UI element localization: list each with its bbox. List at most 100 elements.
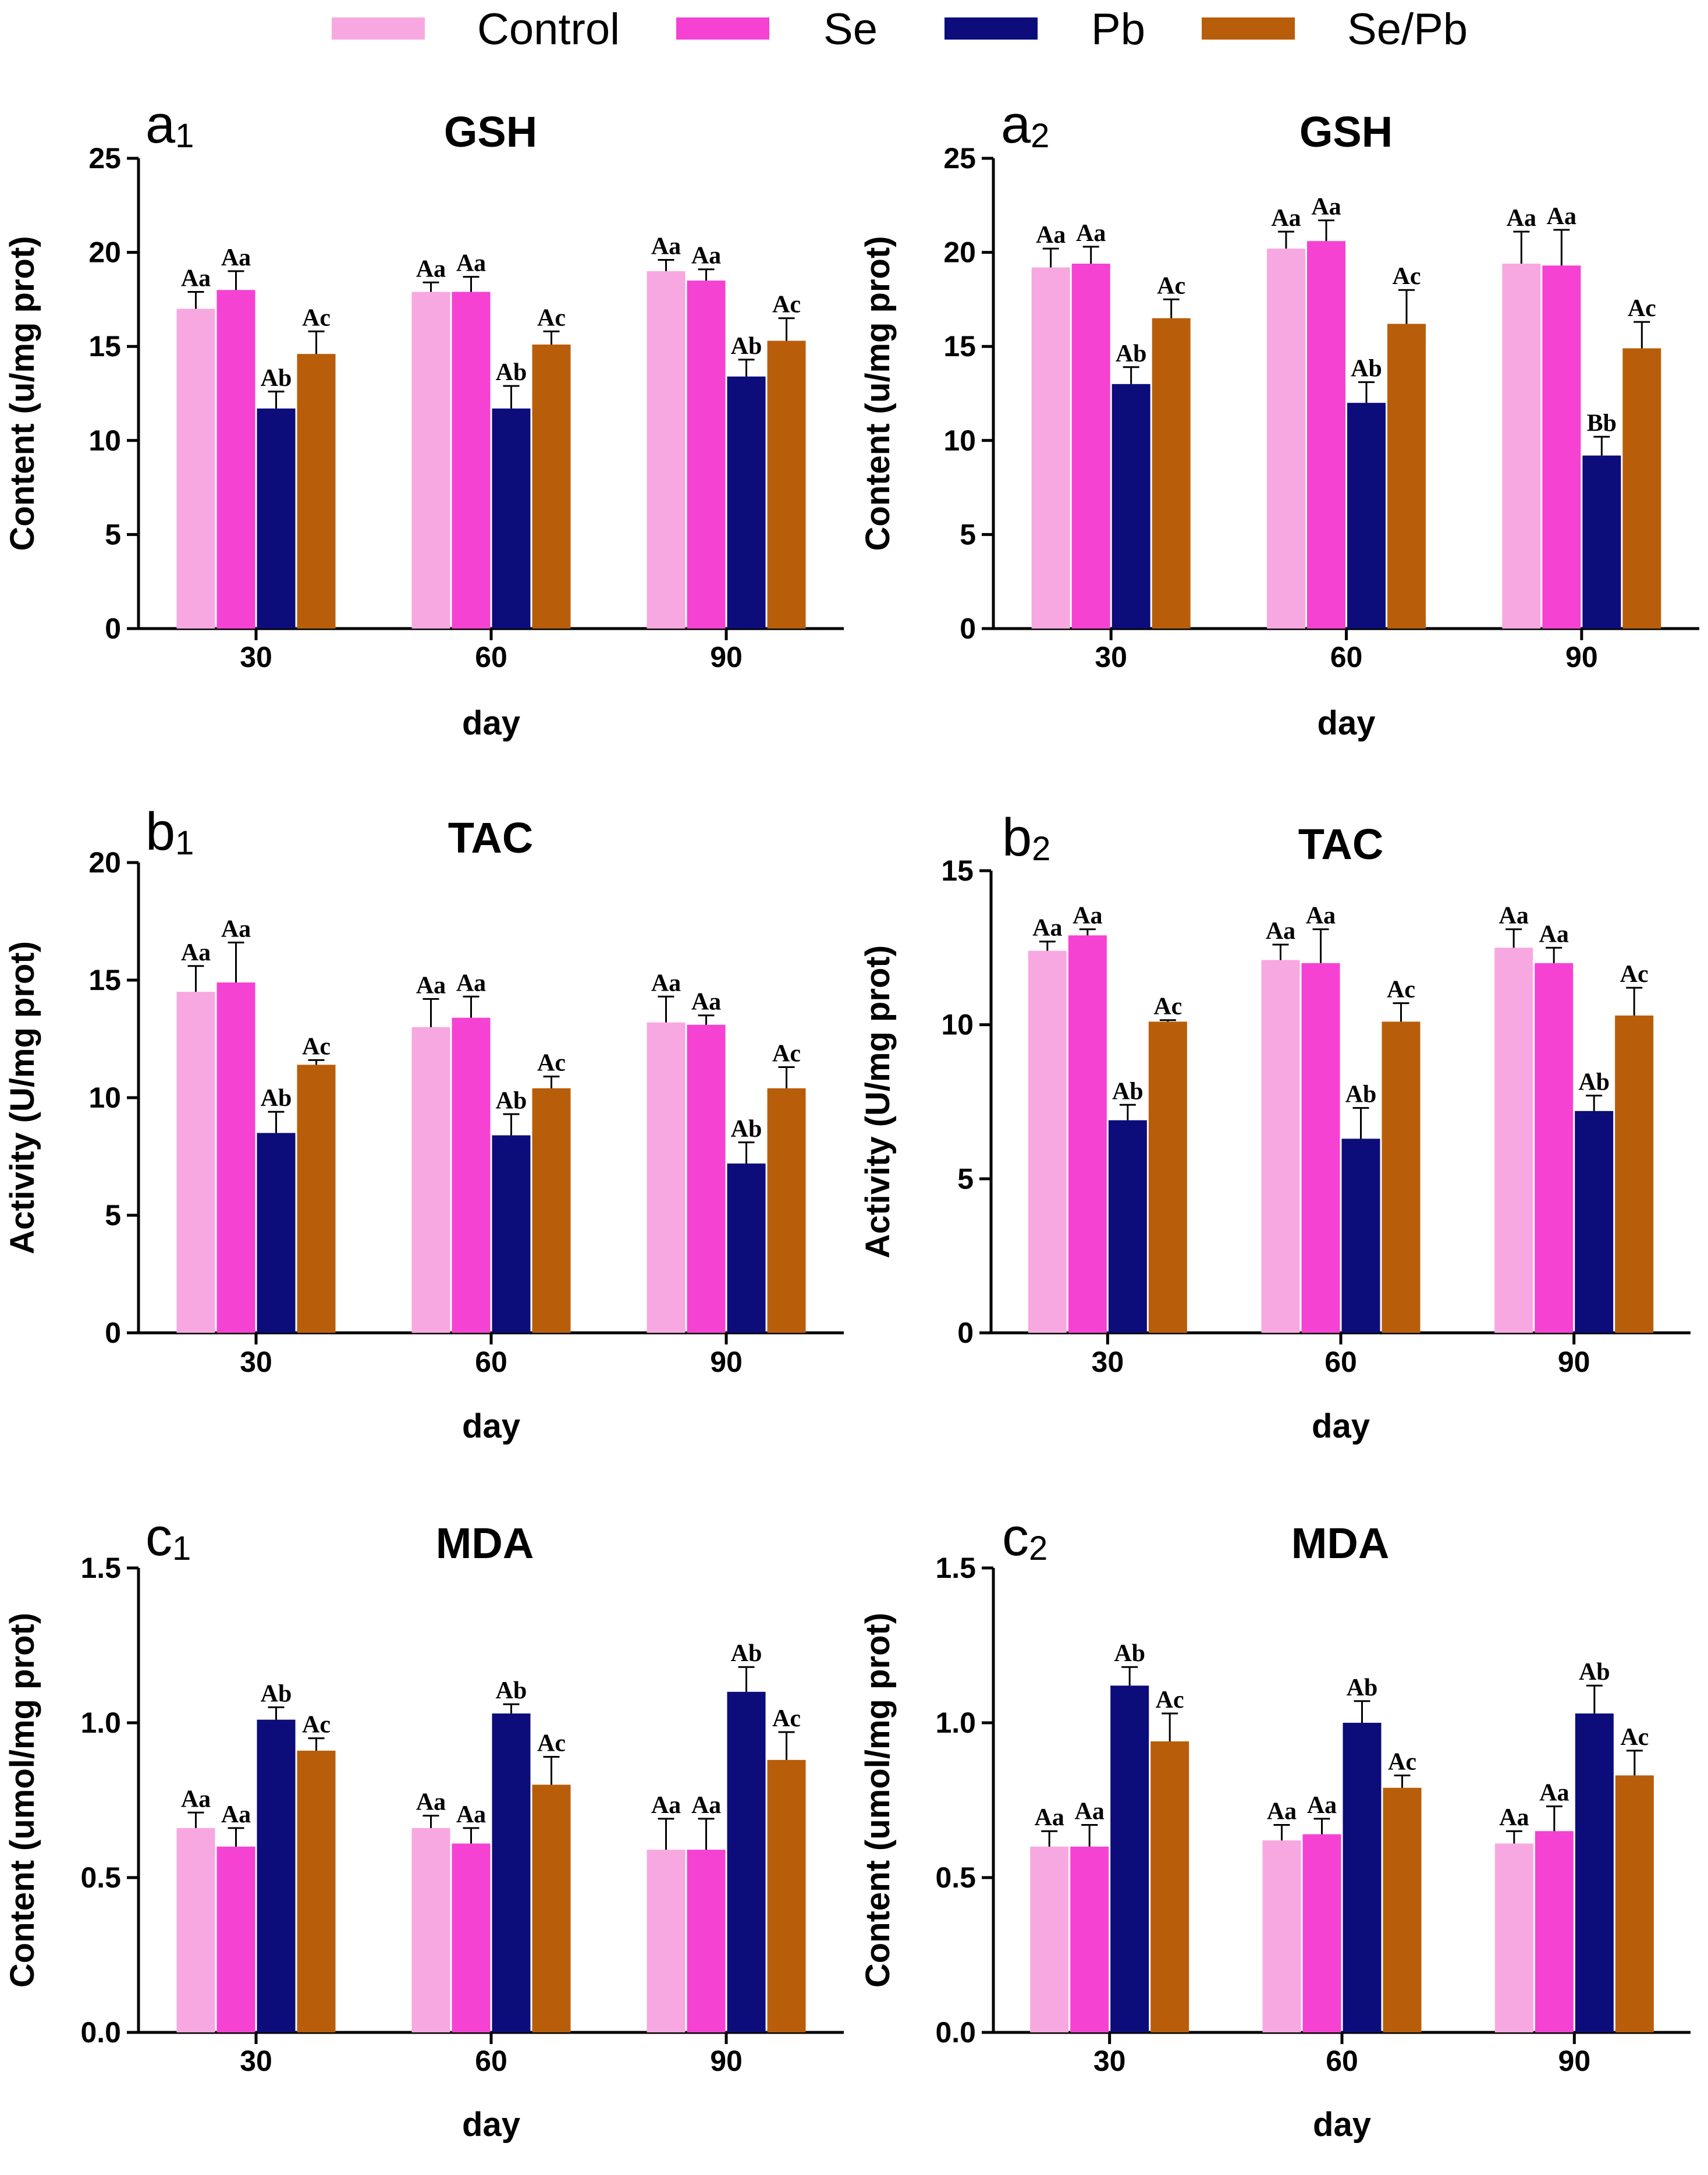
- significance-label: Aa: [1499, 1804, 1529, 1831]
- significance-label: Aa: [221, 1801, 251, 1828]
- bar-se-pb-day90: [767, 1088, 806, 1333]
- bar-se-pb-day60: [1387, 324, 1426, 629]
- bar-pb-day90: [1575, 1713, 1614, 2032]
- x-tick-label: 30: [1095, 641, 1127, 673]
- x-tick-label: 60: [475, 2045, 507, 2077]
- bar-se-day90: [687, 1024, 726, 1333]
- significance-label: Ab: [1578, 1069, 1610, 1095]
- significance-label: Aa: [456, 1801, 486, 1828]
- bar-control-day60: [1261, 960, 1300, 1333]
- bar-control-day90: [647, 271, 686, 629]
- panel-title: GSH: [444, 108, 537, 156]
- bar-se-day60: [1301, 963, 1340, 1333]
- bar-se-day30: [1068, 935, 1107, 1333]
- legend-swatch-control: [332, 17, 425, 40]
- y-tick-label: 5: [105, 518, 121, 551]
- panel-title: TAC: [1298, 820, 1384, 868]
- significance-label: Ab: [1112, 1078, 1144, 1105]
- x-tick-label: 30: [240, 2045, 272, 2077]
- x-tick-label: 90: [1565, 641, 1598, 673]
- panel-tag: c1: [145, 1507, 191, 1567]
- x-tick-label: 30: [240, 641, 272, 673]
- significance-label: Aa: [651, 1792, 681, 1819]
- y-tick-label: 0.5: [935, 1861, 976, 1894]
- bar-pb-day30: [1108, 1120, 1147, 1333]
- panel-tag: c2: [1002, 1507, 1047, 1567]
- panel-a1: 0 5 10 15 20 25 30 Aa Aa Ab Ac 60 Aa Aa Ab Ac 90 Aa Aa Ab Ac…: [3, 95, 844, 742]
- x-tick-label: 90: [710, 641, 743, 673]
- y-tick-label: 10: [88, 424, 121, 457]
- legend-label-pb: Pb: [1091, 5, 1145, 54]
- significance-label: Ac: [302, 304, 331, 331]
- bar-se-day30: [216, 290, 255, 629]
- significance-label: Ab: [496, 1677, 527, 1704]
- significance-label: Aa: [1539, 1780, 1569, 1807]
- bar-se-pb-day90: [767, 340, 806, 629]
- bar-se-pb-day90: [1622, 348, 1661, 629]
- x-tick-label: 60: [1326, 2045, 1358, 2077]
- significance-label: Aa: [416, 256, 446, 282]
- bar-pb-day60: [1347, 403, 1386, 629]
- significance-label: Ac: [1156, 1687, 1184, 1713]
- bar-se-pb-day60: [1382, 1021, 1421, 1333]
- x-axis-title: day: [1318, 704, 1376, 742]
- bar-se-day60: [1302, 1834, 1341, 2032]
- y-tick-label: 20: [943, 236, 976, 269]
- y-tick-label: 15: [943, 330, 976, 363]
- bar-se-day30: [1070, 1846, 1109, 2032]
- significance-label: Ac: [302, 1033, 331, 1060]
- legend-swatch-se: [676, 17, 769, 40]
- significance-label: Aa: [416, 1789, 446, 1816]
- y-tick-label: 25: [88, 142, 121, 175]
- significance-label: Ac: [537, 1730, 566, 1757]
- bar-control-day60: [411, 1027, 450, 1333]
- bar-pb-day30: [257, 408, 296, 629]
- bar-pb-day60: [1341, 1138, 1380, 1333]
- significance-label: Aa: [1074, 1798, 1104, 1825]
- y-tick-label: 15: [88, 964, 121, 996]
- bar-control-day90: [647, 1022, 686, 1333]
- significance-label: Aa: [1036, 222, 1066, 249]
- bar-se-pb-day90: [1615, 1015, 1654, 1333]
- bar-se-day90: [1542, 265, 1581, 629]
- bar-control-day60: [411, 292, 450, 629]
- bar-se-pb-day60: [532, 344, 571, 629]
- y-axis-title: Content (umol/mg prot): [859, 1613, 897, 1988]
- bar-control-day90: [1494, 948, 1533, 1333]
- panel-tag: b2: [1002, 808, 1050, 868]
- significance-label: Ac: [1628, 295, 1656, 322]
- bar-pb-day30: [1110, 1686, 1149, 2032]
- bar-pb-day90: [727, 1163, 766, 1333]
- y-tick-label: 1.0: [80, 1706, 121, 1739]
- bar-pb-day60: [492, 1713, 531, 2032]
- bar-se-pb-day30: [1150, 1741, 1189, 2032]
- bar-control-day90: [1494, 1843, 1533, 2032]
- significance-label: Aa: [1034, 1804, 1064, 1831]
- significance-label: Aa: [1266, 918, 1295, 945]
- significance-label: Ab: [1347, 1674, 1378, 1701]
- y-tick-label: 1.5: [935, 1552, 976, 1584]
- x-tick-label: 60: [1325, 1346, 1357, 1378]
- y-tick-label: 1.0: [935, 1706, 976, 1739]
- bar-pb-day30: [1112, 384, 1150, 629]
- panel-tag: b1: [145, 802, 194, 862]
- legend: Control Se Pb Se/Pb: [332, 5, 1468, 54]
- significance-label: Aa: [691, 1792, 721, 1819]
- significance-label: Ac: [772, 292, 801, 318]
- bar-se-pb-day60: [532, 1784, 571, 2032]
- significance-label: Aa: [1539, 921, 1568, 948]
- significance-label: Aa: [1507, 205, 1536, 232]
- significance-label: Aa: [456, 250, 486, 277]
- bar-se-day30: [216, 1846, 255, 2032]
- significance-label: Ab: [731, 1116, 762, 1143]
- bar-se-day90: [1535, 963, 1574, 1333]
- significance-label: Bb: [1587, 410, 1617, 437]
- x-tick-label: 60: [475, 1346, 507, 1378]
- panel-c1: 0.0 0.5 1.0 1.5 30 Aa Aa Ab Ac 60 Aa Aa Ab Ac 90 Aa Aa Ab…: [3, 1507, 844, 2144]
- significance-label: Ab: [496, 1087, 527, 1114]
- legend-label-se-pb: Se/Pb: [1347, 5, 1468, 54]
- bar-pb-day30: [257, 1133, 296, 1333]
- y-axis-title: Content (u/mg prot): [859, 236, 897, 551]
- significance-label: Ac: [302, 1712, 331, 1738]
